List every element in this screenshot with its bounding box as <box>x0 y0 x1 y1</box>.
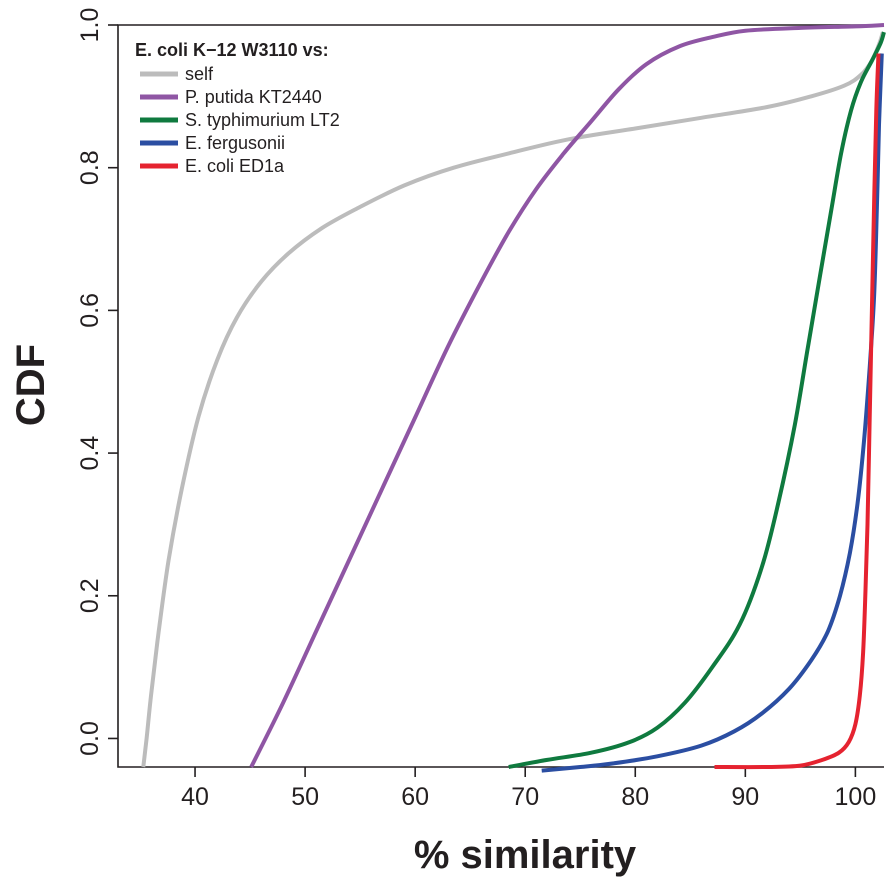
x-axis-ticks: 40 50 60 70 80 90 100 <box>181 767 876 811</box>
legend-title: E. coli K−12 W3110 vs: <box>135 40 329 60</box>
plot-area-frame <box>117 24 884 768</box>
series-line-e-coli-ed1a <box>714 53 881 770</box>
x-tick-label: 40 <box>181 783 209 811</box>
y-tick-label: 0.4 <box>76 436 104 471</box>
x-tick-label: 70 <box>511 783 539 811</box>
legend-label-e-coli-ed1a: E. coli ED1a <box>185 156 285 176</box>
y-tick-label: 0.0 <box>76 721 104 756</box>
y-tick-label: 0.6 <box>76 293 104 328</box>
series-line-s-typhimurium-lt2 <box>508 31 886 769</box>
y-axis-title: CDF <box>9 344 53 426</box>
y-tick-label: 0.8 <box>76 150 104 185</box>
x-tick-label: 60 <box>401 783 429 811</box>
plot-frame <box>117 24 884 768</box>
series-line-e-fergusonii <box>541 53 884 773</box>
x-axis-title: % similarity <box>414 833 637 877</box>
x-tick-label: 50 <box>291 783 319 811</box>
y-tick-label: 0.2 <box>76 578 104 613</box>
y-tick-label: 1.0 <box>76 8 104 43</box>
legend: E. coli K−12 W3110 vs: self P. putida KT2… <box>135 40 340 176</box>
series-layer <box>141 23 886 773</box>
y-axis-ticks: 0.0 0.2 0.4 0.6 0.8 1.0 <box>76 8 118 756</box>
legend-label-self: self <box>185 64 214 84</box>
legend-label-e-fergusonii: E. fergusonii <box>185 133 285 153</box>
legend-label-p-putida-kt2440: P. putida KT2440 <box>185 87 322 107</box>
legend-label-s-typhimurium-lt2: S. typhimurium LT2 <box>185 110 340 130</box>
series-line-self <box>141 31 885 768</box>
x-tick-label: 80 <box>621 783 649 811</box>
x-tick-label: 100 <box>835 783 877 811</box>
series-line-p-putida-kt2440 <box>249 23 885 768</box>
x-tick-label: 90 <box>731 783 759 811</box>
